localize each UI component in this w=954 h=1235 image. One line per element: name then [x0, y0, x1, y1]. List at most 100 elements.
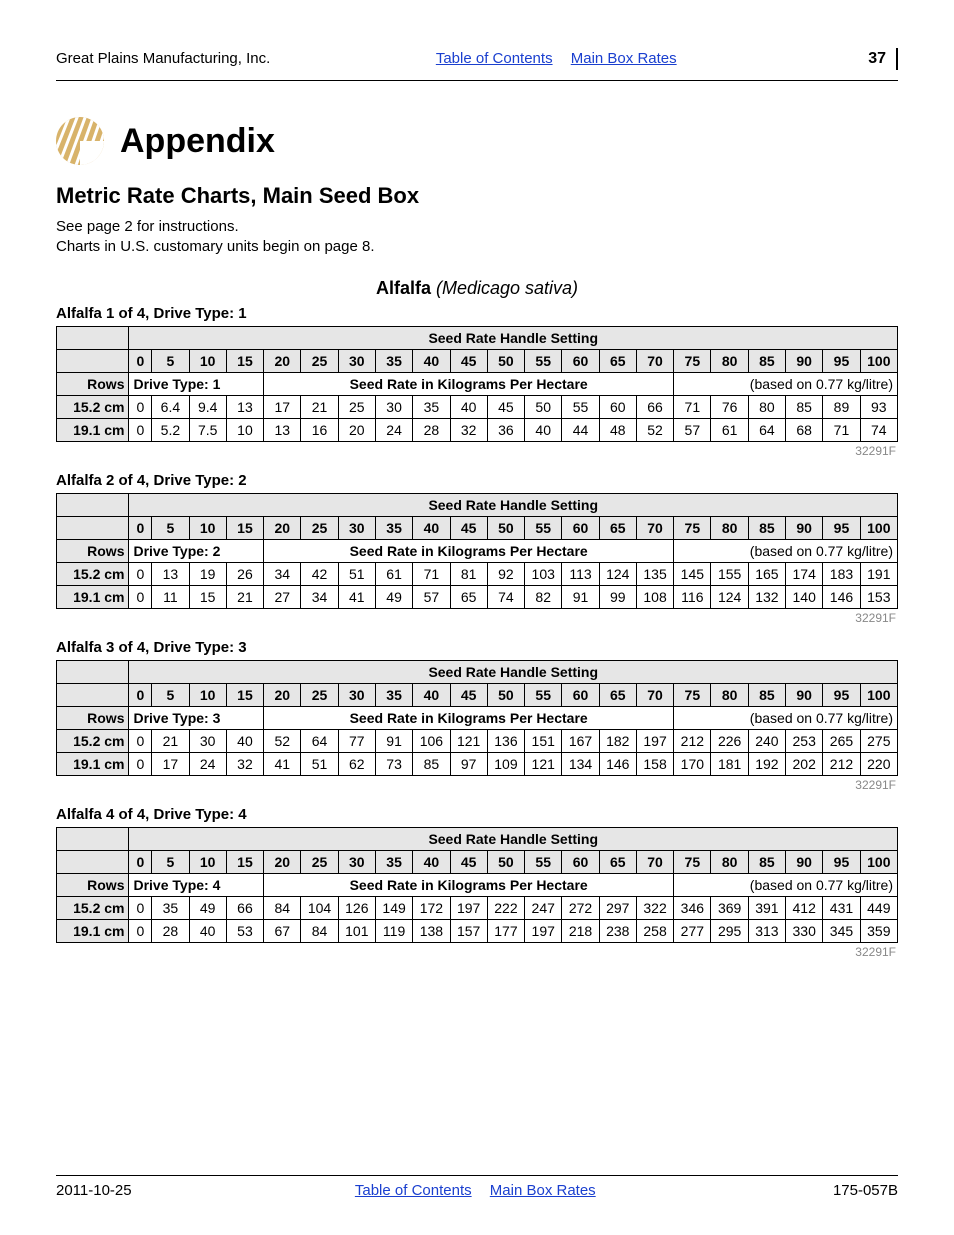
rate-value-cell: 19 [189, 562, 226, 585]
handle-setting-col: 40 [413, 516, 450, 539]
handle-setting-col: 0 [129, 516, 152, 539]
appendix-title: Appendix [120, 122, 275, 161]
rate-value-cell: 182 [599, 729, 636, 752]
rate-value-cell: 81 [450, 562, 487, 585]
rate-value-cell: 51 [301, 752, 338, 775]
blank-cell [57, 683, 129, 706]
rate-value-cell: 313 [748, 919, 785, 942]
instruction-line-1: See page 2 for instructions. [56, 217, 898, 237]
rows-label: Rows [57, 706, 129, 729]
rate-value-cell: 21 [152, 729, 189, 752]
rate-value-cell: 124 [711, 585, 748, 608]
handle-setting-col: 60 [562, 683, 599, 706]
handle-setting-col: 70 [636, 349, 673, 372]
handle-setting-col: 5 [152, 850, 189, 873]
rate-table: Seed Rate Handle Setting0510152025303540… [56, 326, 898, 442]
handle-setting-col: 50 [487, 349, 524, 372]
link-toc-bottom[interactable]: Table of Contents [355, 1182, 472, 1199]
rate-value-cell: 17 [264, 395, 301, 418]
rate-value-cell: 138 [413, 919, 450, 942]
link-rates-top[interactable]: Main Box Rates [571, 50, 677, 67]
drive-type-label: Drive Type: 2 [129, 539, 264, 562]
handle-setting-col: 25 [301, 683, 338, 706]
handle-setting-col: 70 [636, 683, 673, 706]
blank-cell [57, 349, 129, 372]
chart-caption: Alfalfa 3 of 4, Drive Type: 3 [56, 639, 898, 656]
rate-value-cell: 253 [786, 729, 823, 752]
rate-value-cell: 27 [264, 585, 301, 608]
rate-value-cell: 45 [487, 395, 524, 418]
seed-rate-kg-heading: Seed Rate in Kilograms Per Hectare [264, 873, 674, 896]
handle-setting-col: 10 [189, 850, 226, 873]
crop-latin: (Medicago sativa) [436, 278, 578, 298]
drive-type-label: Drive Type: 4 [129, 873, 264, 896]
rate-value-cell: 7.5 [189, 418, 226, 441]
handle-setting-col: 95 [823, 516, 860, 539]
rate-value-cell: 330 [786, 919, 823, 942]
handle-setting-col: 15 [226, 516, 263, 539]
rate-value-cell: 21 [226, 585, 263, 608]
rate-value-cell: 135 [636, 562, 673, 585]
handle-setting-col: 80 [711, 349, 748, 372]
handle-setting-col: 0 [129, 349, 152, 372]
rate-value-cell: 53 [226, 919, 263, 942]
rate-value-cell: 28 [152, 919, 189, 942]
seed-rate-kg-heading: Seed Rate in Kilograms Per Hectare [264, 372, 674, 395]
rate-table: Seed Rate Handle Setting0510152025303540… [56, 660, 898, 776]
handle-setting-col: 35 [375, 850, 412, 873]
handle-setting-col: 70 [636, 850, 673, 873]
handle-setting-col: 50 [487, 850, 524, 873]
handle-setting-col: 10 [189, 349, 226, 372]
handle-setting-col: 10 [189, 683, 226, 706]
rate-value-cell: 28 [413, 418, 450, 441]
row-width-label: 15.2 cm [57, 896, 129, 919]
rate-value-cell: 41 [338, 585, 375, 608]
page-number: 37 [856, 48, 898, 70]
rate-value-cell: 65 [450, 585, 487, 608]
link-rates-bottom[interactable]: Main Box Rates [490, 1182, 596, 1199]
rate-table: Seed Rate Handle Setting0510152025303540… [56, 827, 898, 943]
rate-value-cell: 57 [674, 418, 711, 441]
rate-value-cell: 17 [152, 752, 189, 775]
handle-setting-col: 45 [450, 850, 487, 873]
rate-value-cell: 21 [301, 395, 338, 418]
rate-value-cell: 0 [129, 395, 152, 418]
seed-rate-handle-heading: Seed Rate Handle Setting [129, 326, 898, 349]
handle-setting-col: 50 [487, 516, 524, 539]
crop-name: Alfalfa [376, 278, 431, 298]
rate-value-cell: 0 [129, 418, 152, 441]
blank-cell [57, 850, 129, 873]
handle-setting-col: 10 [189, 516, 226, 539]
based-on-label: (based on 0.77 kg/litre) [674, 372, 898, 395]
rate-value-cell: 41 [264, 752, 301, 775]
rate-value-cell: 40 [189, 919, 226, 942]
rate-value-cell: 10 [226, 418, 263, 441]
rate-value-cell: 136 [487, 729, 524, 752]
rate-value-cell: 71 [413, 562, 450, 585]
link-toc-top[interactable]: Table of Contents [436, 50, 553, 67]
footer-rule [56, 1175, 898, 1176]
rate-value-cell: 15 [189, 585, 226, 608]
handle-setting-col: 55 [525, 516, 562, 539]
rate-value-cell: 68 [786, 418, 823, 441]
footer-date: 2011-10-25 [56, 1182, 132, 1199]
rate-value-cell: 55 [562, 395, 599, 418]
rate-value-cell: 44 [562, 418, 599, 441]
handle-setting-col: 25 [301, 516, 338, 539]
rate-value-cell: 73 [375, 752, 412, 775]
handle-setting-col: 30 [338, 516, 375, 539]
handle-setting-col: 90 [786, 516, 823, 539]
rate-value-cell: 197 [525, 919, 562, 942]
rate-value-cell: 170 [674, 752, 711, 775]
handle-setting-col: 75 [674, 516, 711, 539]
rate-value-cell: 167 [562, 729, 599, 752]
rate-value-cell: 84 [264, 896, 301, 919]
handle-setting-col: 65 [599, 516, 636, 539]
rate-value-cell: 24 [189, 752, 226, 775]
rate-value-cell: 104 [301, 896, 338, 919]
seed-rate-handle-heading: Seed Rate Handle Setting [129, 827, 898, 850]
chart-caption: Alfalfa 1 of 4, Drive Type: 1 [56, 305, 898, 322]
rate-value-cell: 132 [748, 585, 785, 608]
rate-value-cell: 108 [636, 585, 673, 608]
handle-setting-col: 5 [152, 349, 189, 372]
